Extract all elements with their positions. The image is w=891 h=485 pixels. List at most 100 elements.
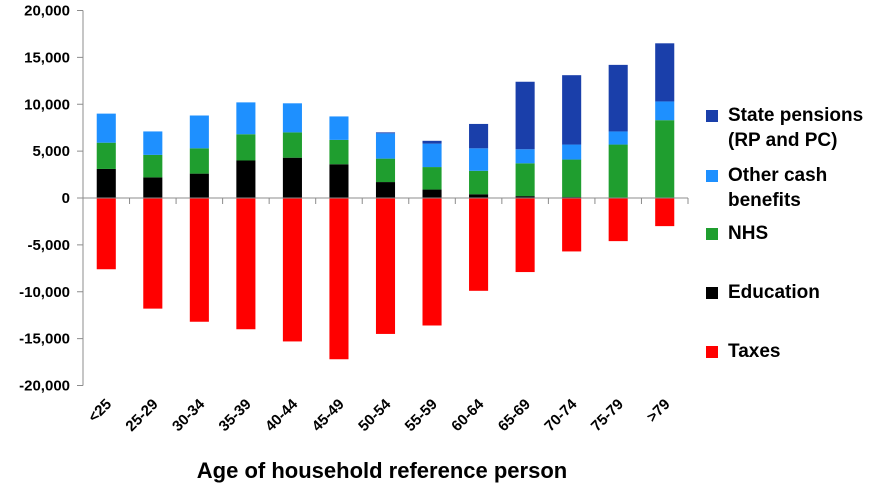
bar-segment <box>189 173 209 198</box>
legend-item-state-pensions: State pensions (RP and PC) <box>706 103 891 155</box>
bar-segment <box>329 139 349 165</box>
x-tick-label: 50-54 <box>355 395 395 435</box>
bar-segment <box>236 102 256 135</box>
legend-swatch-state-pensions <box>706 110 718 122</box>
bars <box>96 43 675 360</box>
bar-segment <box>515 149 535 164</box>
bar-segment <box>655 101 675 121</box>
y-tick-label: 20,000 <box>24 3 70 20</box>
bar-segment <box>422 198 442 326</box>
legend-item-taxes: Taxes <box>706 339 891 365</box>
x-tick-label: 65-69 <box>495 396 534 435</box>
x-tick-label: 45-49 <box>309 396 348 435</box>
x-tick-label: 70-74 <box>541 395 581 435</box>
legend-item-nhs: NHS <box>706 221 891 247</box>
legend-label-other-cash-benefits-line-1: Other cash <box>728 165 828 186</box>
y-tick-label: 5,000 <box>32 143 70 160</box>
bar-segment <box>655 120 675 198</box>
bar-segment <box>375 198 396 334</box>
bar-segment <box>329 198 349 360</box>
bar-segment <box>143 198 163 309</box>
y-tick-label: 10,000 <box>24 96 70 113</box>
bar-segment <box>282 198 302 342</box>
x-tick-label: 30-34 <box>169 395 209 435</box>
x-tick-label: 55-59 <box>402 396 441 435</box>
x-tick-label: 40-44 <box>262 395 302 435</box>
y-axis: 20,000 15,000 10,000 5,000 0 -5,000 -10,000 -15… <box>19 3 84 395</box>
bar-segment <box>562 144 582 160</box>
bar-segment <box>562 159 582 198</box>
bar-segment <box>562 75 582 145</box>
legend-label-state-pensions-line-2: (RP and PC) <box>728 130 838 151</box>
bar-segment <box>282 132 302 158</box>
bar-segment <box>143 177 163 198</box>
bar-segment <box>469 148 489 171</box>
bar-segment <box>329 116 349 140</box>
x-tick-label: 60-64 <box>448 395 488 435</box>
bar-segment <box>96 198 116 270</box>
legend-label-other-cash-benefits-line-2: benefits <box>728 190 801 211</box>
y-tick-label: -15,000 <box>19 331 70 348</box>
bar-segment <box>375 133 396 159</box>
bar-segment <box>655 198 675 227</box>
bar-segment <box>469 194 489 198</box>
x-tick-label: 75-79 <box>588 396 627 435</box>
bar-segment <box>282 157 302 198</box>
legend-swatch-other-cash-benefits <box>706 170 718 182</box>
legend-label-state-pensions-line-1: State pensions <box>728 105 864 126</box>
bar-segment <box>189 198 209 322</box>
bar-segment <box>236 198 256 330</box>
y-tick-label: -20,000 <box>19 378 70 395</box>
bar-segment <box>375 182 396 198</box>
bar-segment <box>469 198 489 291</box>
bar-segment <box>515 196 535 198</box>
legend-item-education: Education <box>706 280 891 306</box>
bar-segment <box>375 158 396 183</box>
y-tick-label: -5,000 <box>27 237 70 254</box>
legend-label-education: Education <box>728 282 820 303</box>
x-tick-label: <25 <box>85 396 115 426</box>
bar-segment <box>515 198 535 273</box>
bar-segment <box>96 142 116 169</box>
bar-segment <box>562 198 582 252</box>
bar-segment <box>143 131 163 155</box>
legend: State pensions (RP and PC) Other cash be… <box>706 103 891 365</box>
bar-segment <box>608 144 628 198</box>
y-tick-label: 0 <box>62 190 70 207</box>
x-axis-label: Age of household reference person <box>197 458 567 483</box>
y-tick-label: 15,000 <box>24 49 70 66</box>
bar-segment <box>469 123 489 149</box>
bar-segment <box>422 140 442 144</box>
bar-segment <box>329 164 349 198</box>
bar-segment <box>96 113 116 143</box>
legend-swatch-education <box>706 287 718 299</box>
bar-segment <box>422 143 442 168</box>
x-tick-label: 35-39 <box>216 396 255 435</box>
bar-segment <box>515 81 535 150</box>
legend-swatch-taxes <box>706 346 718 358</box>
bar-segment <box>282 103 302 133</box>
legend-label-taxes: Taxes <box>728 341 781 362</box>
bar-segment <box>655 43 675 102</box>
bar-segment <box>515 163 535 197</box>
bar-segment <box>422 167 442 190</box>
bar-segment <box>608 198 628 242</box>
bar-segment <box>143 154 163 178</box>
x-tick-label: >79 <box>644 396 674 426</box>
bar-segment <box>96 168 116 198</box>
bar-segment <box>189 115 209 149</box>
bar-segment <box>608 64 628 132</box>
bar-segment <box>236 160 256 198</box>
bar-segment <box>236 134 256 161</box>
legend-item-other-cash-benefits: Other cash benefits <box>706 163 891 215</box>
bar-segment <box>375 132 396 134</box>
legend-label-nhs: NHS <box>728 223 769 244</box>
legend-swatch-nhs <box>706 228 718 240</box>
bar-segment <box>469 170 489 195</box>
y-tick-label: -10,000 <box>19 284 70 301</box>
bar-segment <box>422 189 442 198</box>
bar-segment <box>608 131 628 145</box>
x-tick-label: 25-29 <box>122 396 161 435</box>
bar-segment <box>189 148 209 174</box>
